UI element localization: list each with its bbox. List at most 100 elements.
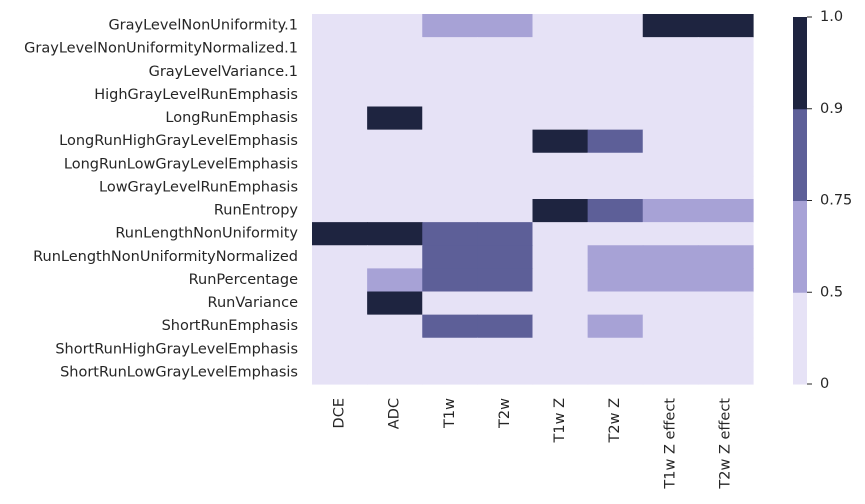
heatmap-cell bbox=[587, 314, 644, 339]
heatmap-cell bbox=[422, 199, 478, 223]
row-label: LowGrayLevelRunEmphasis bbox=[99, 179, 298, 195]
heatmap-cell bbox=[477, 152, 534, 177]
heatmap-cell bbox=[367, 83, 423, 108]
column-label: T1w bbox=[442, 398, 458, 429]
heatmap-cell bbox=[477, 14, 534, 38]
heatmap-cell bbox=[422, 268, 478, 293]
heatmap-cell bbox=[532, 175, 589, 200]
row-label: ShortRunHighGrayLevelEmphasis bbox=[55, 341, 298, 357]
heatmap-cell bbox=[532, 360, 589, 385]
heatmap-cell bbox=[477, 106, 534, 131]
heatmap-cell bbox=[367, 152, 423, 177]
heatmap-cell bbox=[312, 37, 368, 61]
heatmap-cell bbox=[697, 337, 754, 362]
heatmap-cell bbox=[312, 314, 368, 339]
heatmap-cell bbox=[477, 175, 534, 200]
colorbar-segment bbox=[793, 200, 807, 293]
colorbar-tick-label: 1.0 bbox=[820, 9, 843, 25]
row-label: GrayLevelNonUniformityNormalized.1 bbox=[24, 41, 298, 57]
heatmap-cell bbox=[587, 129, 644, 154]
heatmap-cell bbox=[422, 175, 478, 200]
heatmap-cell bbox=[422, 14, 478, 38]
heatmap-cell bbox=[587, 106, 644, 131]
heatmap-cell bbox=[312, 337, 368, 362]
heatmap-cell bbox=[422, 129, 478, 154]
heatmap-cell bbox=[697, 199, 754, 223]
row-label: RunEntropy bbox=[214, 203, 299, 219]
heatmap-cell bbox=[312, 60, 368, 84]
heatmap-cell bbox=[477, 337, 534, 362]
heatmap-cell bbox=[312, 291, 368, 316]
colorbar-segment bbox=[793, 17, 807, 110]
colorbar-tick-label: 0.5 bbox=[820, 284, 843, 300]
heatmap-cell bbox=[422, 314, 478, 339]
heatmap-cell bbox=[477, 83, 534, 108]
heatmap-cell bbox=[642, 37, 699, 61]
heatmap-cell bbox=[367, 222, 423, 246]
colorbar-tick-label: 0.9 bbox=[820, 101, 843, 117]
column-label: ADC bbox=[387, 398, 403, 429]
heatmap-cell bbox=[587, 245, 644, 269]
heatmap-cell bbox=[642, 175, 699, 200]
column-label: T2w bbox=[497, 398, 513, 429]
heatmap-cell bbox=[312, 14, 368, 38]
heatmap-cell bbox=[587, 222, 644, 246]
heatmap-cell bbox=[367, 199, 423, 223]
heatmap-cell bbox=[312, 245, 368, 269]
column-label: DCE bbox=[332, 398, 348, 428]
row-label: LongRunHighGrayLevelEmphasis bbox=[59, 133, 298, 149]
row-label: HighGrayLevelRunEmphasis bbox=[94, 87, 298, 103]
heatmap-cell bbox=[587, 37, 644, 61]
heatmap-cell bbox=[587, 175, 644, 200]
heatmap-cell bbox=[587, 268, 644, 293]
heatmap-cell bbox=[697, 106, 754, 131]
heatmap-cell bbox=[422, 245, 478, 269]
row-labels: GrayLevelNonUniformity.1 GrayLevelNonUnif… bbox=[24, 18, 298, 381]
row-label: GrayLevelVariance.1 bbox=[149, 64, 298, 80]
row-label: RunLengthNonUniformityNormalized bbox=[33, 249, 298, 265]
heatmap-cell bbox=[312, 360, 368, 385]
column-label: T1w Z bbox=[552, 398, 568, 444]
row-label: LongRunEmphasis bbox=[165, 110, 298, 126]
colorbar-tick-label: 0.75 bbox=[820, 193, 852, 209]
heatmap-cell bbox=[642, 129, 699, 154]
heatmap-cell bbox=[312, 129, 368, 154]
heatmap-cell bbox=[642, 360, 699, 385]
row-label: RunPercentage bbox=[189, 272, 298, 288]
heatmap-cell bbox=[422, 222, 478, 246]
colorbar-tick-label: 0 bbox=[820, 376, 829, 392]
heatmap-cell bbox=[367, 14, 423, 38]
heatmap-cell bbox=[642, 222, 699, 246]
heatmap-cell bbox=[312, 152, 368, 177]
heatmap-cell bbox=[312, 175, 368, 200]
heatmap-cell bbox=[477, 245, 534, 269]
heatmap-cell bbox=[367, 60, 423, 84]
heatmap-cell bbox=[532, 337, 589, 362]
colorbar-segment bbox=[793, 108, 807, 201]
heatmap-cell bbox=[532, 106, 589, 131]
heatmap-cell bbox=[312, 83, 368, 108]
heatmap-cell bbox=[477, 60, 534, 84]
heatmap-cell bbox=[367, 37, 423, 61]
heatmap-cell bbox=[367, 314, 423, 339]
heatmap-cell bbox=[642, 268, 699, 293]
heatmap-cell bbox=[697, 175, 754, 200]
heatmap-cell bbox=[312, 222, 368, 246]
heatmap-cell bbox=[697, 360, 754, 385]
row-label: RunVariance bbox=[208, 295, 299, 311]
heatmap-cell bbox=[587, 360, 644, 385]
column-labels: DCE ADC T1w T2w T1w Z T2w Z T1w Z effect T2w Z … bbox=[332, 398, 734, 490]
row-label: GrayLevelNonUniformity.1 bbox=[108, 18, 298, 34]
heatmap-cell bbox=[422, 291, 478, 316]
heatmap-cell bbox=[697, 83, 754, 108]
colorbar-segment bbox=[793, 292, 807, 385]
heatmap-cell bbox=[367, 360, 423, 385]
heatmap-cell bbox=[532, 268, 589, 293]
heatmap-cell bbox=[587, 291, 644, 316]
heatmap-cell bbox=[367, 106, 423, 131]
heatmap-cell bbox=[367, 268, 423, 293]
heatmap-cell bbox=[642, 245, 699, 269]
heatmap-cell bbox=[532, 199, 589, 223]
heatmap-cell bbox=[422, 337, 478, 362]
heatmap-cell bbox=[642, 83, 699, 108]
